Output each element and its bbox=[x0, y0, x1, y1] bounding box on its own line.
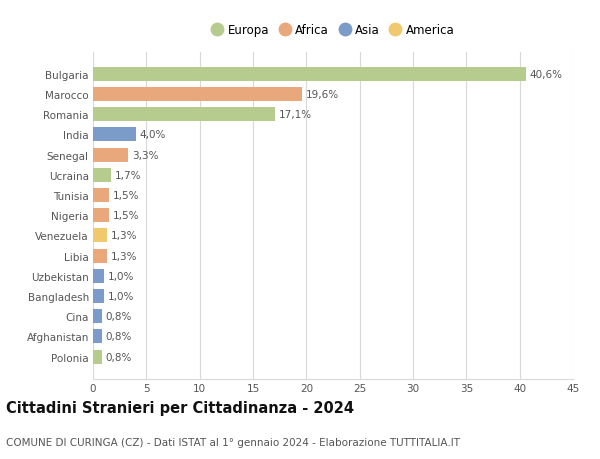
Text: 1,3%: 1,3% bbox=[110, 251, 137, 261]
Bar bbox=[93, 67, 526, 82]
Bar bbox=[93, 309, 101, 324]
Text: 3,3%: 3,3% bbox=[132, 150, 158, 160]
Bar bbox=[93, 128, 136, 142]
Text: 19,6%: 19,6% bbox=[306, 90, 339, 100]
Text: 1,0%: 1,0% bbox=[107, 271, 134, 281]
Bar bbox=[93, 249, 107, 263]
Text: 1,0%: 1,0% bbox=[107, 291, 134, 302]
Text: 1,5%: 1,5% bbox=[113, 211, 139, 221]
Text: 1,3%: 1,3% bbox=[110, 231, 137, 241]
Bar bbox=[93, 148, 128, 162]
Bar bbox=[93, 168, 111, 183]
Text: 4,0%: 4,0% bbox=[139, 130, 166, 140]
Bar bbox=[93, 189, 109, 202]
Bar bbox=[93, 108, 275, 122]
Bar bbox=[93, 88, 302, 102]
Bar bbox=[93, 209, 109, 223]
Bar bbox=[93, 229, 107, 243]
Text: 0,8%: 0,8% bbox=[105, 332, 131, 341]
Text: 0,8%: 0,8% bbox=[105, 352, 131, 362]
Text: 17,1%: 17,1% bbox=[279, 110, 312, 120]
Legend: Europa, Africa, Asia, America: Europa, Africa, Asia, America bbox=[206, 20, 460, 42]
Text: COMUNE DI CURINGA (CZ) - Dati ISTAT al 1° gennaio 2024 - Elaborazione TUTTITALIA: COMUNE DI CURINGA (CZ) - Dati ISTAT al 1… bbox=[6, 437, 460, 448]
Bar bbox=[93, 269, 104, 283]
Bar bbox=[93, 350, 101, 364]
Bar bbox=[93, 289, 104, 303]
Bar bbox=[93, 330, 101, 344]
Text: Cittadini Stranieri per Cittadinanza - 2024: Cittadini Stranieri per Cittadinanza - 2… bbox=[6, 400, 354, 415]
Text: 1,7%: 1,7% bbox=[115, 170, 142, 180]
Text: 1,5%: 1,5% bbox=[113, 190, 139, 201]
Text: 0,8%: 0,8% bbox=[105, 312, 131, 321]
Text: 40,6%: 40,6% bbox=[530, 70, 563, 80]
